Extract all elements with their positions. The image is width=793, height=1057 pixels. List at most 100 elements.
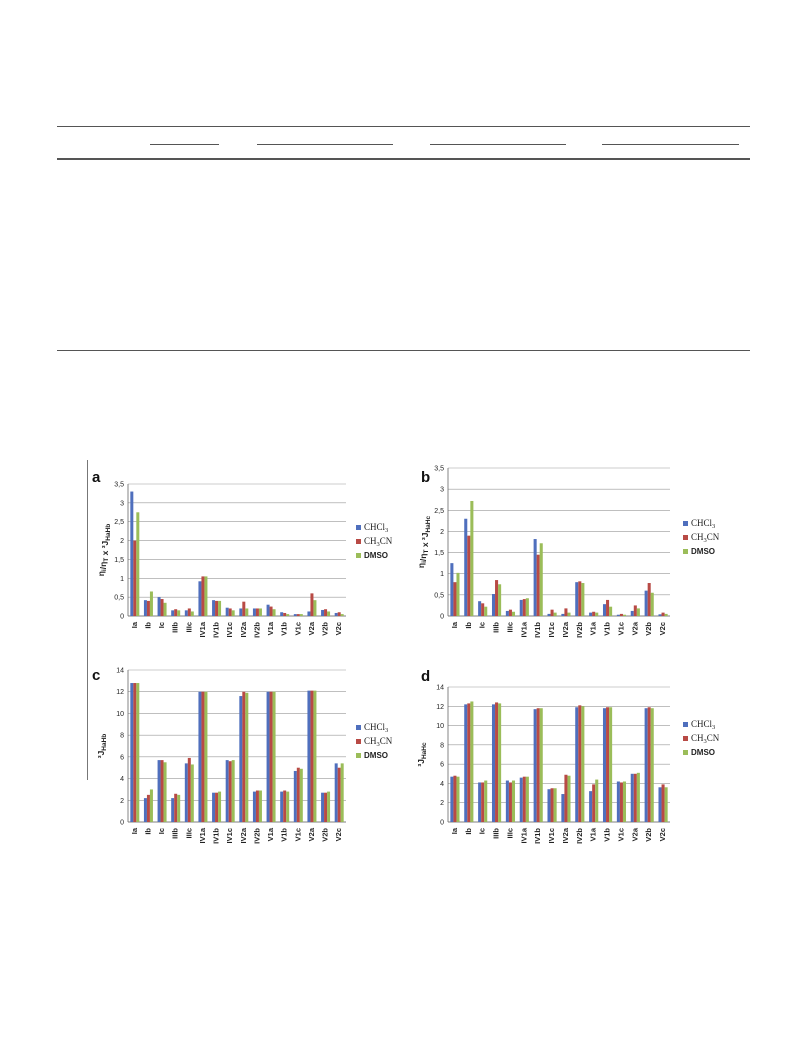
x-tick-label: V1c (616, 622, 625, 635)
bar-DMSO-IV1a (204, 691, 208, 822)
bar-DMSO-IIIc (511, 780, 516, 822)
bar-CHCl3-IV2b (575, 582, 579, 616)
bar-DMSO-IV1c (231, 610, 235, 616)
y-tick-label: 1,5 (114, 557, 124, 564)
x-tick-label: V2a (307, 827, 316, 841)
bar-CH3CN-IIIb (495, 702, 499, 822)
bar-CHCl3-Ia (130, 491, 134, 616)
bar-CHCl3-Ib (464, 518, 468, 616)
x-tick-label: V2a (630, 621, 639, 635)
y-tick-label: 4 (440, 781, 444, 788)
bar-DMSO-IV1c (553, 612, 557, 616)
bar-CH3CN-IV1a (522, 599, 526, 616)
x-tick-label: IIIc (505, 622, 514, 632)
bar-CH3CN-IIIb (495, 580, 499, 616)
legend-swatch-DMSO (683, 750, 688, 755)
x-tick-label: IV1b (212, 828, 221, 844)
x-tick-label: V1a (589, 621, 598, 635)
bar-CH3CN-V1a (269, 691, 273, 822)
bar-DMSO-Ic (163, 602, 167, 616)
bar-CH3CN-Ib (467, 535, 471, 616)
bar-DMSO-V1c (622, 614, 627, 616)
y-tick-label: 0,5 (114, 595, 124, 602)
bar-CH3CN-Ia (133, 540, 137, 616)
bar-CH3CN-V1b (283, 790, 287, 822)
bar-DMSO-V1c (299, 768, 303, 822)
legend-label-DMSO: DMSO (691, 748, 715, 757)
bar-CH3CN-IV1c (228, 761, 232, 822)
bar-DMSO-IIIc (190, 764, 194, 822)
bar-DMSO-IV2a (245, 692, 249, 822)
panel-letter: b (421, 469, 430, 486)
x-tick-label: V2c (334, 828, 343, 841)
y-tick-label: 1 (120, 576, 124, 583)
x-tick-label: V2c (334, 622, 343, 635)
y-axis-label: ηi/ηT x ³JHaHb (96, 524, 112, 577)
y-tick-label: 10 (116, 711, 124, 718)
y-axis-label: ³JHaHb (96, 734, 108, 759)
bar-CHCl3-Ia (450, 776, 454, 822)
legend-label-CH3CN: CH3CN (364, 536, 393, 548)
bar-CHCl3-V2c (658, 787, 662, 822)
legend-label-CHCl3: CHCl3 (691, 518, 715, 530)
bar-DMSO-IV2b (258, 790, 262, 822)
bar-CH3CN-V2c (661, 784, 665, 822)
bar-CH3CN-V1c (296, 767, 300, 822)
bar-DMSO-V2c (340, 614, 344, 616)
bar-DMSO-IV1a (525, 598, 529, 616)
bar-CHCl3-IV1b (533, 539, 537, 616)
x-tick-label: V1b (603, 828, 612, 842)
x-tick-label: IV1a (198, 621, 207, 637)
bar-CHCl3-IV1c (547, 613, 551, 616)
bar-DMSO-Ic (163, 762, 167, 822)
x-tick-label: V1a (266, 621, 275, 635)
bar-CH3CN-V2b (324, 792, 328, 822)
bar-CHCl3-IIIc (184, 763, 188, 822)
bar-CH3CN-IV2b (578, 581, 582, 616)
y-axis-label: ηi/ηT x ³JHaHc (416, 516, 432, 569)
x-tick-label: Ib (464, 622, 473, 629)
bar-CHCl3-IV2a (239, 608, 243, 616)
bar-CHCl3-V2a (307, 690, 311, 822)
table-top-rule (57, 126, 750, 127)
bar-CHCl3-V1c (293, 770, 297, 822)
bar-CH3CN-V2c (661, 612, 665, 616)
bar-CH3CN-IV2a (564, 608, 568, 616)
bar-CH3CN-IV1b (536, 554, 540, 616)
bar-DMSO-IV1a (525, 776, 529, 822)
bar-CHCl3-Ib (143, 600, 147, 616)
bar-DMSO-V1b (609, 606, 613, 616)
bar-CH3CN-V1b (606, 707, 610, 822)
bar-CH3CN-IIIc (187, 757, 191, 822)
bar-CH3CN-IV2b (578, 705, 582, 822)
y-tick-label: 8 (120, 733, 124, 740)
legend-swatch-CH3CN (683, 736, 688, 741)
bar-CH3CN-Ic (481, 782, 485, 822)
bar-CH3CN-V2b (647, 583, 651, 616)
x-tick-label: IV1a (519, 827, 528, 843)
y-axis-label: ³JHaHc (416, 742, 428, 767)
bar-DMSO-V2c (664, 613, 668, 616)
bar-DMSO-IIIc (511, 611, 516, 616)
bar-CH3CN-IV2a (242, 601, 246, 616)
bar-CH3CN-V2b (324, 609, 328, 616)
table-bottom-rule (57, 350, 750, 351)
x-tick-label: IIIc (184, 622, 193, 632)
bar-DMSO-Ib (470, 500, 474, 616)
legend-swatch-DMSO (356, 753, 361, 758)
bar-CHCl3-V1a (266, 604, 270, 616)
chart-panel-d: d 0 2 4 6 8 10 12 14 Ia Ib Ic IIIb IIIc IV1a IV1b IV1c IV… (415, 667, 725, 852)
bar-CHCl3-V2c (658, 614, 662, 616)
x-tick-label: V2b (644, 622, 653, 636)
x-tick-label: IV1c (547, 828, 556, 843)
x-tick-label: IIIc (184, 828, 193, 838)
bar-CH3CN-IV1a (201, 576, 205, 616)
bar-DMSO-IV1c (553, 788, 557, 822)
legend-label-CHCl3: CHCl3 (364, 722, 388, 734)
y-tick-label: 1 (440, 571, 444, 578)
bar-CH3CN-IV1a (201, 691, 205, 822)
bar-DMSO-V1a (272, 609, 276, 616)
bar-CHCl3-V1a (266, 691, 270, 822)
bar-CHCl3-IV1a (519, 777, 523, 822)
y-tick-label: 12 (436, 704, 444, 711)
